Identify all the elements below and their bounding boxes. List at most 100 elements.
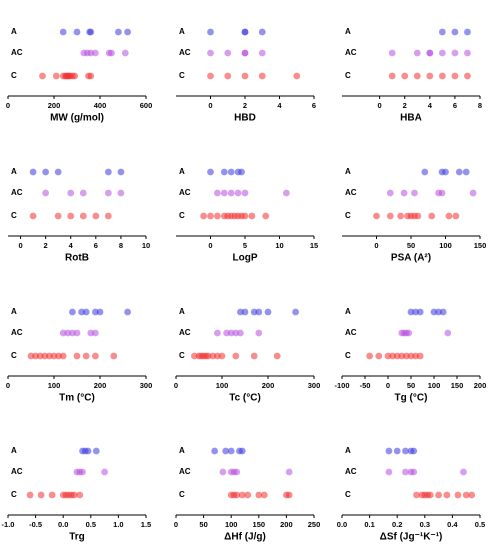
dot xyxy=(214,212,221,220)
x-tick-label: 200 xyxy=(48,101,61,110)
dot xyxy=(104,189,112,197)
dot xyxy=(82,308,90,316)
dot xyxy=(124,28,131,36)
x-tick-label: 150 xyxy=(253,520,266,529)
dot xyxy=(241,49,249,57)
x-tick-label: 0 xyxy=(174,520,178,529)
x-tick-label: 200 xyxy=(474,381,487,390)
row-label: A xyxy=(345,446,351,455)
dot xyxy=(117,189,125,197)
dot xyxy=(232,352,240,360)
x-tick-label: -1.0 xyxy=(2,520,15,529)
dot xyxy=(104,168,112,176)
x-tick-label: 10 xyxy=(142,241,150,250)
dot xyxy=(438,28,446,36)
row-label: AC xyxy=(345,188,357,197)
dot xyxy=(54,168,62,176)
dot xyxy=(241,212,249,220)
dot xyxy=(435,491,442,499)
dot xyxy=(29,168,37,176)
dot xyxy=(101,468,108,476)
dot xyxy=(218,352,226,360)
x-tick-label: 600 xyxy=(140,101,153,110)
dot xyxy=(283,189,290,197)
dot xyxy=(444,329,452,337)
dot xyxy=(285,491,293,499)
x-tick-label: 5 xyxy=(243,241,247,250)
x-axis-label: HBA xyxy=(400,113,422,124)
row-label: C xyxy=(345,351,351,360)
dot xyxy=(39,72,46,80)
dot xyxy=(442,168,449,176)
x-tick-label: 400 xyxy=(94,101,107,110)
x-axis-label: Trg xyxy=(69,532,85,543)
x-tick-label: 0.5 xyxy=(475,520,485,529)
dot xyxy=(73,329,81,337)
x-tick-label: 6 xyxy=(453,101,457,110)
dot xyxy=(220,168,228,176)
x-axis-label: LogP xyxy=(233,253,258,264)
x-axis-label: ΔSf (Jg⁻¹K⁻¹) xyxy=(380,532,443,543)
x-tick-label: 50 xyxy=(407,381,415,390)
row-label: A xyxy=(11,307,17,316)
dot xyxy=(92,49,99,57)
dot xyxy=(451,28,459,36)
dot xyxy=(464,49,471,57)
row-label: AC xyxy=(11,48,23,57)
dot xyxy=(219,468,227,476)
dot xyxy=(285,468,293,476)
dot xyxy=(258,49,266,57)
x-tick-label: 0.0 xyxy=(337,520,347,529)
x-axis-label: MW (g/mol) xyxy=(50,113,104,124)
x-axis-label: Tg (°C) xyxy=(395,393,428,404)
dot xyxy=(207,28,214,36)
x-tick-label: 0 xyxy=(6,381,10,390)
dot xyxy=(293,72,301,80)
x-tick-label: 4 xyxy=(277,101,282,110)
row-label: AC xyxy=(345,48,357,57)
dot xyxy=(255,308,263,316)
x-tick-label: 0.2 xyxy=(392,520,402,529)
dot xyxy=(117,168,125,176)
x-tick-label: 0 xyxy=(208,241,212,250)
dot xyxy=(405,329,413,337)
dot xyxy=(67,189,75,197)
dot xyxy=(400,189,408,197)
dot xyxy=(227,168,235,176)
dot xyxy=(37,491,45,499)
dot xyxy=(87,72,95,80)
row-label: C xyxy=(11,351,17,360)
x-tick-label: 0 xyxy=(208,101,212,110)
row-label: C xyxy=(11,71,17,80)
dot xyxy=(238,168,245,176)
dot xyxy=(67,212,75,220)
x-tick-label: 200 xyxy=(262,381,275,390)
x-tick-label: 4 xyxy=(428,101,433,110)
dot xyxy=(388,72,396,80)
x-tick-label: 0.1 xyxy=(364,520,374,529)
row-label: C xyxy=(345,71,351,80)
dot xyxy=(207,72,214,80)
dot xyxy=(258,28,266,36)
row-label: A xyxy=(345,167,351,176)
dot xyxy=(238,491,246,499)
x-tick-label: 1.5 xyxy=(141,520,151,529)
x-tick-label: 150 xyxy=(451,381,464,390)
dot xyxy=(426,72,434,80)
dot xyxy=(214,189,221,197)
x-tick-label: 0 xyxy=(174,381,178,390)
x-axis-label: HBD xyxy=(234,113,256,124)
x-tick-label: 100 xyxy=(225,520,238,529)
row-label: A xyxy=(11,446,17,455)
dot xyxy=(241,308,249,316)
dot xyxy=(413,49,421,57)
row-label: C xyxy=(179,351,185,360)
dot xyxy=(207,168,214,176)
x-tick-label: 0 xyxy=(386,381,390,390)
dot xyxy=(92,352,99,360)
x-tick-label: 50 xyxy=(199,520,207,529)
dot xyxy=(410,447,418,455)
dot xyxy=(292,308,299,316)
dot xyxy=(255,491,263,499)
row-label: AC xyxy=(179,467,191,476)
